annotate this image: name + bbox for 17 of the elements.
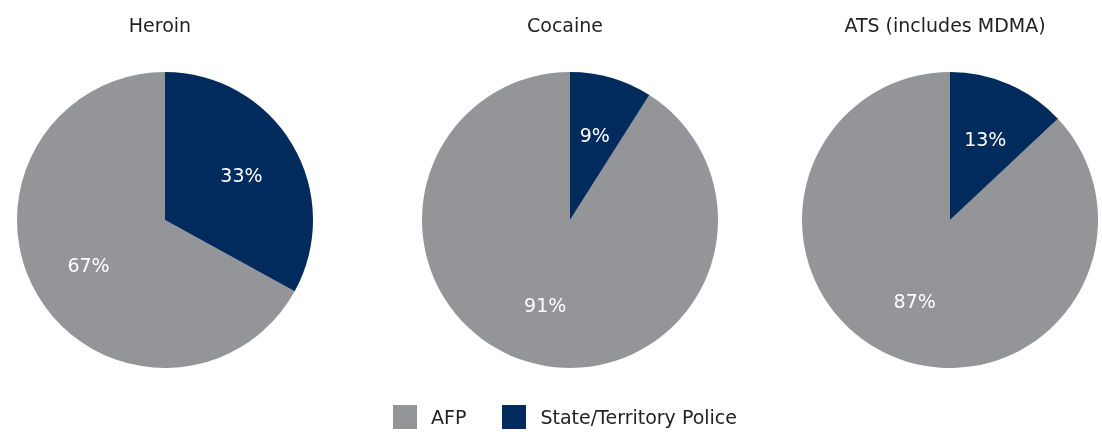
legend-label: AFP	[431, 406, 467, 428]
pie-slice	[950, 72, 1058, 220]
pie-slice	[570, 72, 650, 220]
data-label: 67%	[67, 254, 110, 277]
chart-title: Cocaine	[526, 14, 604, 36]
chart-title: Heroin	[127, 14, 193, 36]
data-label: 9%	[579, 123, 610, 146]
data-label: 13%	[964, 127, 1007, 150]
pie-slice	[165, 72, 313, 292]
data-label: 87%	[893, 290, 936, 313]
pie-slice	[422, 72, 718, 368]
pie-slice	[17, 72, 295, 368]
chart-title: ATS (includes MDMA)	[843, 14, 1047, 36]
pie-slice	[802, 72, 1098, 368]
data-label: 33%	[220, 163, 263, 186]
legend-label: State/Territory Police	[540, 406, 737, 428]
data-label: 91%	[524, 294, 567, 317]
